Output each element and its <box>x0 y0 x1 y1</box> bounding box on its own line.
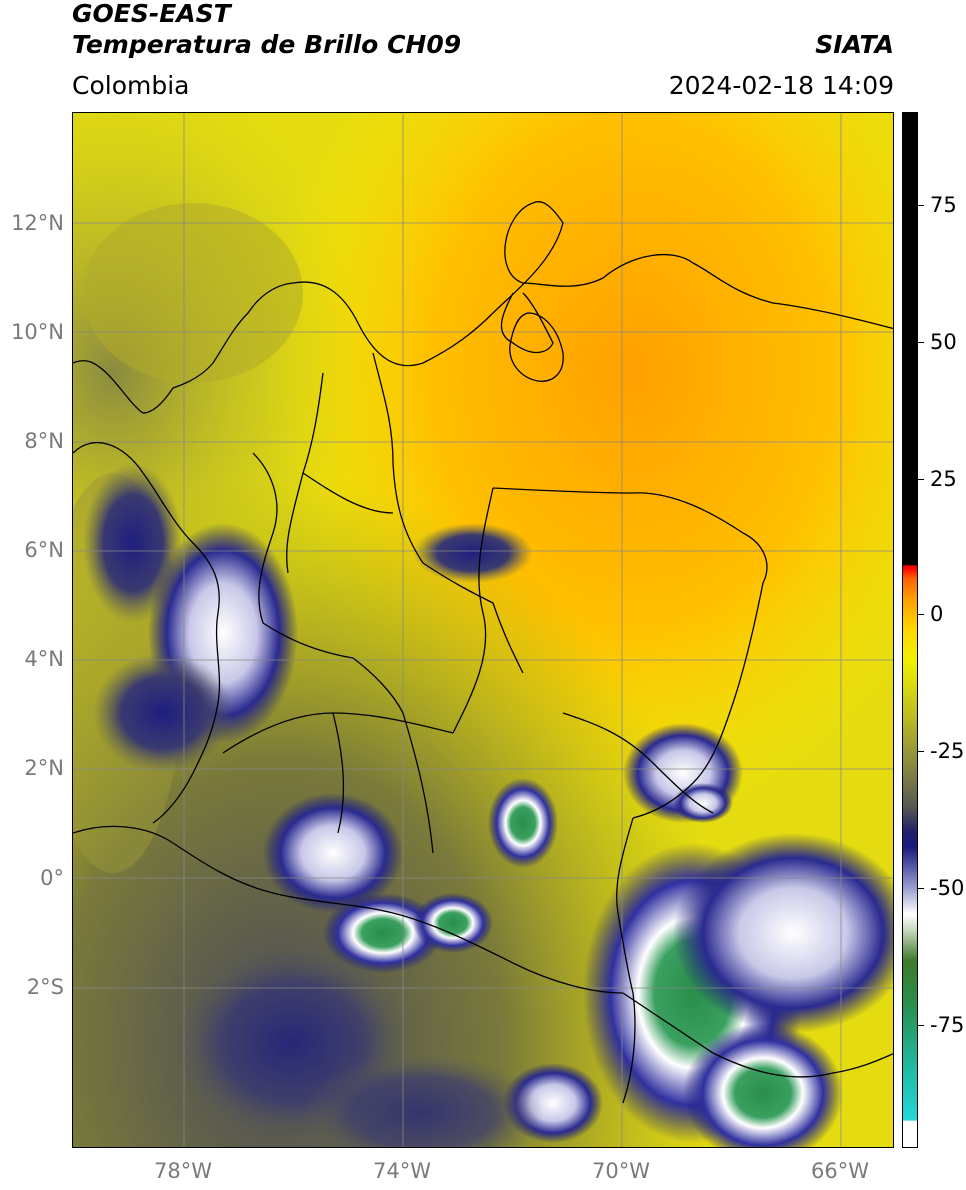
lat-label-2n: 2°N <box>24 756 64 780</box>
colorbar-tick <box>918 1025 924 1026</box>
graticule <box>73 113 893 1147</box>
title-product: Temperatura de Brillo CH09 <box>72 30 462 59</box>
title-satellite: GOES-EAST <box>72 0 231 28</box>
borders <box>73 201 893 1104</box>
organization-label: SIATA <box>815 30 894 59</box>
colorbar-tick <box>918 614 924 615</box>
colorbar-label-minus25: -25 <box>930 739 965 763</box>
colorbar <box>902 112 918 1148</box>
lat-label-4n: 4°N <box>24 647 64 671</box>
lake-outline <box>509 312 564 382</box>
colorbar-label-25: 25 <box>930 467 957 491</box>
colorbar-tick <box>918 888 924 889</box>
lat-label-10n: 10°N <box>11 320 64 344</box>
colorbar-tick <box>918 751 924 752</box>
colorbar-label-50: 50 <box>930 330 957 354</box>
lat-label-12n: 12°N <box>11 211 64 235</box>
lon-label-78w: 78°W <box>154 1159 212 1183</box>
brightness-temperature-map[interactable] <box>72 112 894 1148</box>
colorbar-label-75: 75 <box>930 193 957 217</box>
lat-label-8n: 8°N <box>24 429 64 453</box>
lat-label-2s: 2°S <box>26 975 64 999</box>
lat-label-0: 0° <box>40 866 64 890</box>
lon-label-66w: 66°W <box>811 1159 869 1183</box>
map-canvas <box>73 113 893 1147</box>
colorbar-tick <box>918 342 924 343</box>
lon-label-70w: 70°W <box>592 1159 650 1183</box>
colorbar-label-minus50: -50 <box>930 876 965 900</box>
datetime-label: 2024-02-18 14:09 <box>668 71 894 100</box>
colorbar-label-0: 0 <box>930 602 944 626</box>
colorbar-tick <box>918 479 924 480</box>
colorbar-label-minus75: -75 <box>930 1013 965 1037</box>
lat-label-6n: 6°N <box>24 538 64 562</box>
lon-label-74w: 74°W <box>373 1159 431 1183</box>
region-label: Colombia <box>72 71 190 100</box>
colorbar-tick <box>918 205 924 206</box>
